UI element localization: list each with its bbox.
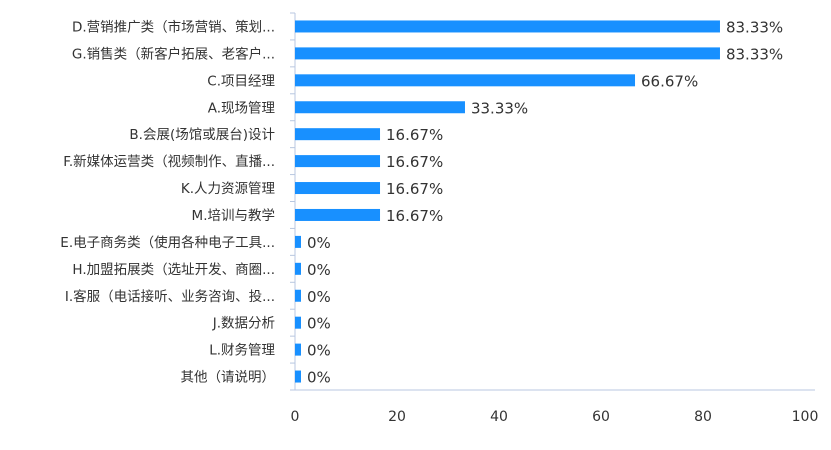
bar xyxy=(295,20,720,33)
category-label: 其他（请说明） xyxy=(181,370,276,386)
category-label: L.财务管理 xyxy=(209,343,275,359)
data-label: 0% xyxy=(307,342,331,360)
x-tick-label: 80 xyxy=(694,409,712,425)
data-label: 33.33% xyxy=(471,99,528,117)
bar xyxy=(295,128,381,141)
bar xyxy=(295,370,301,383)
data-label: 83.33% xyxy=(726,45,783,63)
data-label: 0% xyxy=(307,288,331,306)
data-label: 0% xyxy=(307,315,331,333)
data-label: 0% xyxy=(307,261,331,279)
bar xyxy=(295,289,301,302)
category-label: C.项目经理 xyxy=(207,73,275,89)
category-label: M.培训与教学 xyxy=(192,208,275,224)
bar xyxy=(295,101,465,114)
bar xyxy=(295,343,301,356)
category-label: K.人力资源管理 xyxy=(181,181,276,197)
category-label: F.新媒体运营类（视频制作、直播... xyxy=(63,154,275,170)
bar xyxy=(295,235,301,248)
bar xyxy=(295,182,381,195)
x-tick-label: 0 xyxy=(291,409,300,425)
data-label: 16.67% xyxy=(386,180,443,198)
data-label: 16.67% xyxy=(386,207,443,225)
bar xyxy=(295,316,301,329)
bar xyxy=(295,262,301,275)
data-label: 66.67% xyxy=(641,72,698,90)
data-label: 16.67% xyxy=(386,126,443,144)
category-label: J.数据分析 xyxy=(212,316,275,332)
x-tick-label: 20 xyxy=(388,409,406,425)
category-label: A.现场管理 xyxy=(208,100,276,116)
category-label: G.销售类（新客户拓展、老客户... xyxy=(72,45,275,62)
bar xyxy=(295,208,381,221)
data-label: 16.67% xyxy=(386,153,443,171)
data-label: 0% xyxy=(307,234,331,252)
x-tick-label: 60 xyxy=(592,409,610,425)
x-tick-label: 100 xyxy=(792,409,819,425)
category-label: D.营销推广类（市场营销、策划... xyxy=(72,18,275,35)
x-tick-label: 40 xyxy=(490,409,508,425)
category-label: I.客服（电话接听、业务咨询、投... xyxy=(65,288,275,305)
bar xyxy=(295,155,381,168)
category-label: B.会展(场馆或展台)设计 xyxy=(129,127,275,143)
bar xyxy=(295,74,636,87)
data-label: 0% xyxy=(307,369,331,387)
category-label: H.加盟拓展类（选址开发、商圈... xyxy=(72,262,275,278)
bar xyxy=(295,47,720,60)
category-label: E.电子商务类（使用各种电子工具... xyxy=(60,234,275,251)
data-label: 83.33% xyxy=(726,18,783,36)
